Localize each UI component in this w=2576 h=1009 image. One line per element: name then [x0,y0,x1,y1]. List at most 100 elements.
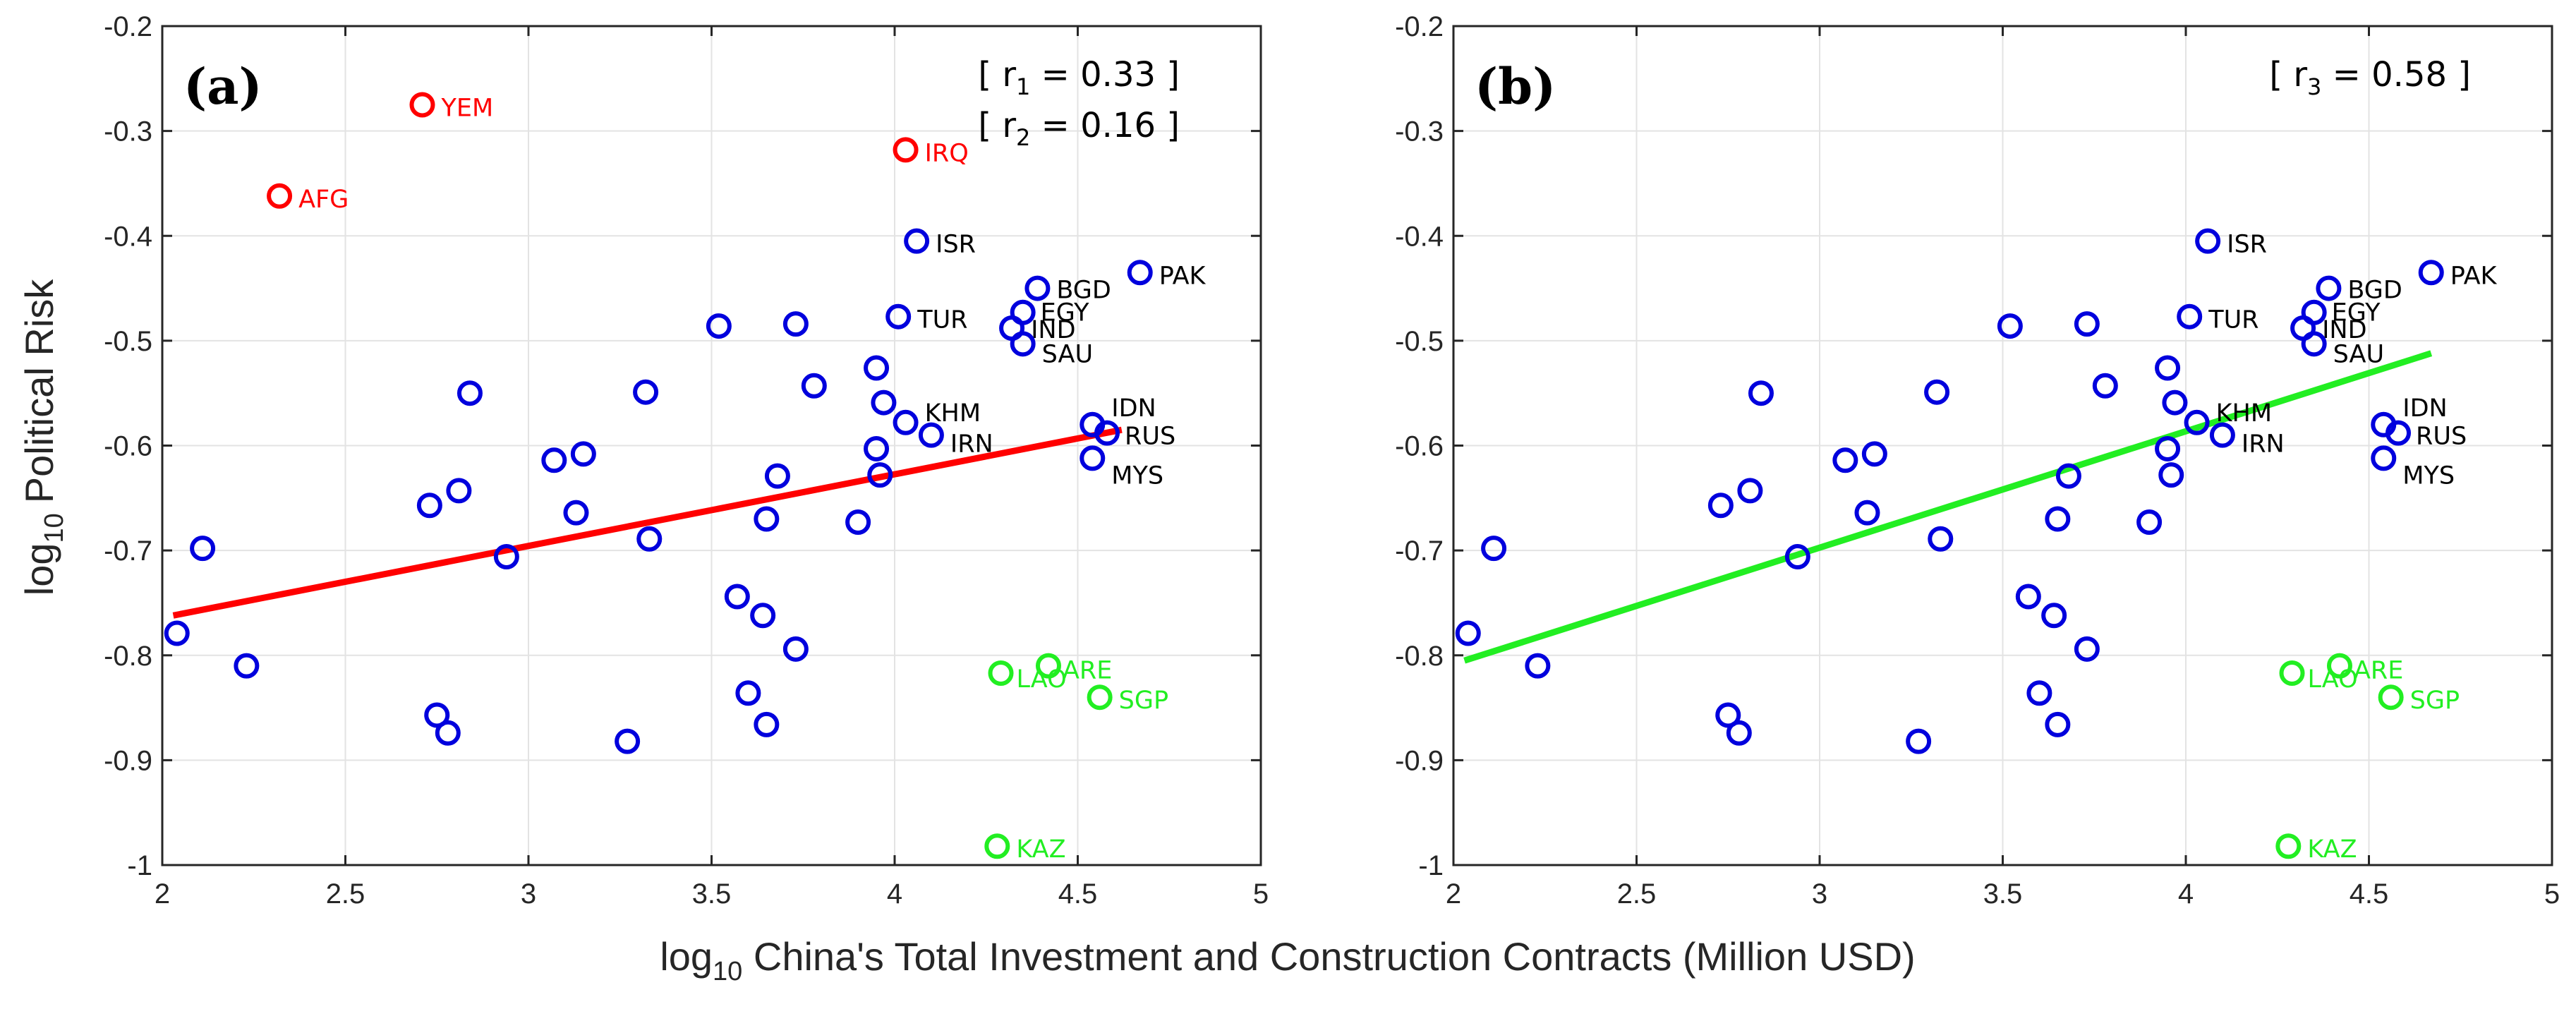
data-point [867,462,893,488]
data-point [904,228,930,254]
point-label: SGP [2410,687,2460,715]
r-annotation-post: = 0.58 ] [2321,55,2471,95]
point-label: IRN [950,430,993,459]
r-annotation-pre: [ r [2269,55,2307,95]
y-tick-label: -0.8 [1395,641,1444,672]
y-tick-label: -0.6 [104,431,152,462]
data-point [2378,684,2404,711]
data-point [1715,702,1741,728]
data-point [893,409,919,435]
data-point [2385,420,2412,446]
data-point [2301,331,2327,357]
data-point [2162,389,2188,416]
data-point [424,702,450,728]
x-tick-label: 4.5 [1058,878,1098,910]
data-point [563,500,589,526]
data-point [2177,303,2203,330]
x-tick-label: 4 [2178,878,2194,910]
y-tick-label: -0.5 [104,326,152,357]
x-axis-title-prefix: log [660,934,713,979]
x-tick-label: 4.5 [2350,878,2389,910]
data-point [782,636,809,662]
x-axis-title-sub: 10 [713,957,742,986]
data-point [782,311,809,337]
panel-a: 2 2.5 3 3.5 4 4.5 5 -1 -0.9 -0.8 -0.7 -0.6 -0.5 -0.4 -… [104,11,1269,910]
data-point [234,653,260,679]
data-point [1726,720,1752,746]
data-point [1010,331,1036,357]
data-point [2041,603,2067,629]
r-annotation-post: = 0.16 ] [1030,106,1180,145]
y-tick-label: -1 [1418,850,1444,881]
point-label: IRN [2242,430,2285,459]
data-point [2195,228,2221,254]
point-label: PAK [1159,262,1207,290]
data-point [2155,435,2181,461]
y-tick-label: -0.9 [104,745,152,776]
point-label: SAU [1042,340,1093,368]
y-tick-label: -0.8 [104,641,152,672]
data-point [1080,445,1106,471]
data-point [164,620,190,646]
point-label: ARE [2354,657,2403,685]
data-point [1832,447,1858,473]
data-point [754,711,780,737]
point-label: ISR [2227,231,2267,259]
x-tick-label: 5 [1253,878,1269,910]
data-point [2045,711,2071,737]
data-point [2158,462,2184,488]
point-label: PAK [2450,262,2498,290]
data-point [845,509,871,535]
r-annotation-sub: 3 [2307,73,2321,100]
data-point [416,493,442,519]
point-label: TUR [917,306,967,334]
point-label: ISR [936,231,976,259]
point-label: ARE [1063,657,1112,685]
data-point [801,373,827,399]
data-point [190,536,216,562]
data-point [2326,653,2352,679]
y-tick-label: -0.6 [1395,431,1444,462]
data-point [988,660,1014,687]
data-point [570,441,596,467]
data-point [2074,636,2100,662]
data-point [267,183,293,209]
data-point [871,389,897,416]
data-point [409,92,435,118]
data-point [2155,355,2181,381]
data-point [1737,478,1763,504]
data-point [2092,373,2118,399]
data-point [2055,463,2081,489]
point-label: IND [1031,316,1075,344]
point-label: MYS [1111,461,1163,490]
point-label: MYS [2402,461,2455,490]
data-point [2316,275,2342,301]
data-point [754,506,780,532]
data-point [2418,260,2444,286]
x-tick-label: 3.5 [692,878,732,910]
data-point [2015,584,2041,610]
point-label: IDN [2402,394,2447,423]
data-point [1481,536,1507,562]
data-point [493,544,519,570]
data-point [706,313,732,339]
point-label: IND [2322,316,2366,344]
point-label: EGY [2332,299,2381,327]
panel-label: (a) [183,57,262,116]
x-tick-label: 4 [887,878,902,910]
y-tick-label: -0.3 [104,116,152,147]
data-point [1928,526,1954,552]
x-tick-label: 2 [155,878,170,910]
data-point [1455,620,1481,646]
r-annotation-post: = 0.33 ] [1030,55,1180,95]
data-point [1997,313,2023,339]
data-point [984,833,1010,859]
point-label: AFG [298,186,349,214]
x-tick-label: 3 [1812,878,1827,910]
data-point [864,435,890,461]
point-label: KAZ [2307,835,2357,864]
data-point [918,422,944,448]
data-point [435,720,461,746]
r-annotation-sub: 1 [1016,73,1030,100]
